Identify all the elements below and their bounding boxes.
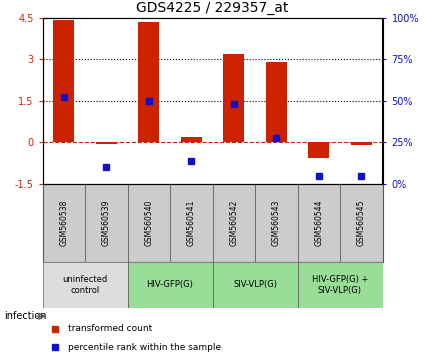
Bar — [340, 184, 382, 262]
Text: GSM560538: GSM560538 — [59, 200, 68, 246]
Text: SIV-VLP(G): SIV-VLP(G) — [233, 280, 277, 290]
Bar — [212, 184, 255, 262]
Bar — [266, 62, 287, 143]
Text: uninfected
control: uninfected control — [62, 275, 108, 295]
Text: transformed count: transformed count — [68, 324, 152, 333]
Text: HIV-GFP(G) +
SIV-VLP(G): HIV-GFP(G) + SIV-VLP(G) — [312, 275, 368, 295]
Bar — [351, 143, 372, 145]
Text: GSM560544: GSM560544 — [314, 200, 323, 246]
Bar — [42, 262, 128, 308]
Title: GDS4225 / 229357_at: GDS4225 / 229357_at — [136, 1, 289, 15]
Text: GSM560545: GSM560545 — [357, 200, 366, 246]
Text: GSM560540: GSM560540 — [144, 200, 153, 246]
Bar — [85, 184, 128, 262]
Bar — [212, 262, 298, 308]
Text: percentile rank within the sample: percentile rank within the sample — [68, 343, 221, 352]
Bar — [128, 262, 212, 308]
Text: GSM560543: GSM560543 — [272, 200, 281, 246]
Bar — [298, 262, 382, 308]
Bar — [128, 184, 170, 262]
Bar — [255, 184, 298, 262]
Text: GSM560541: GSM560541 — [187, 200, 196, 246]
Bar — [181, 137, 202, 143]
Bar — [138, 22, 159, 143]
Text: GSM560539: GSM560539 — [102, 200, 111, 246]
Text: HIV-GFP(G): HIV-GFP(G) — [147, 280, 193, 290]
Text: infection: infection — [4, 311, 47, 321]
Bar — [42, 184, 85, 262]
Bar — [298, 184, 340, 262]
Bar — [223, 54, 244, 143]
Bar — [308, 143, 329, 158]
Bar — [170, 184, 212, 262]
Text: GSM560542: GSM560542 — [229, 200, 238, 246]
Bar — [53, 21, 74, 143]
Bar — [96, 143, 117, 144]
